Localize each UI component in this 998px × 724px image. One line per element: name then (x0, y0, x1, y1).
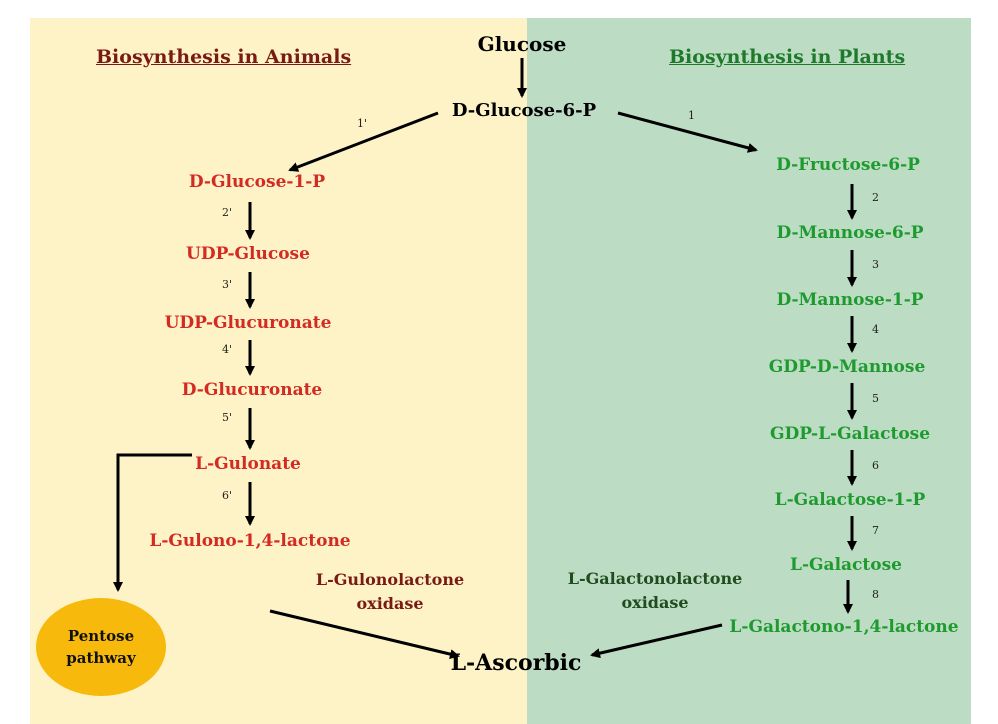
node-l-galactose: L-Galactose (790, 555, 902, 575)
pentose-line2: pathway (66, 649, 136, 667)
node-l-gulono-lactone: L-Gulono-1,4-lactone (149, 531, 351, 551)
node-glucose-6-p: D-Glucose-6-P (451, 100, 597, 121)
arrow-animal-to-ascorbic (269, 609, 460, 660)
node-l-gulonate: L-Gulonate (195, 454, 301, 474)
enzyme-gulonolactone-line1: L-Gulonolactone (315, 570, 465, 589)
enzyme-galactonolactone-line1: L-Galactonolactone (567, 569, 743, 588)
plants-panel (527, 18, 971, 724)
step-label-2-prime: 2' (222, 206, 233, 219)
enzyme-galactonolactone-line2: oxidase (621, 593, 689, 612)
step-label-1-prime: 1' (357, 117, 368, 130)
step-label-5-prime: 5' (222, 411, 233, 424)
node-l-galactono-lactone: L-Galactono-1,4-lactone (729, 617, 959, 637)
enzyme-gulonolactone-line2: oxidase (356, 594, 424, 613)
node-d-mannose-6-p: D-Mannose-6-P (776, 223, 924, 243)
node-glucose: Glucose (477, 32, 567, 56)
node-d-glucose-1-p: D-Glucose-1-P (188, 172, 326, 192)
pentose-line1: Pentose (67, 627, 135, 645)
node-d-fructose-6-p: D-Fructose-6-P (776, 155, 920, 175)
step-label-8: 8 (872, 588, 879, 601)
step-label-1: 1 (688, 109, 695, 122)
arrow-g6p-to-g1p (288, 111, 439, 172)
node-gdp-d-mannose: GDP-D-Mannose (768, 357, 926, 377)
heading-animals: Biosynthesis in Animals (96, 46, 352, 68)
step-label-6-prime: 6' (222, 489, 233, 502)
arrow-g6p-to-f6p (617, 111, 758, 153)
enzyme-gulonolactone-oxidase: L-Gulonolactone oxidase (316, 568, 464, 616)
arrow-plant-to-ascorbic (590, 623, 723, 659)
step-label-5: 5 (872, 392, 879, 405)
step-label-6: 6 (872, 459, 879, 472)
step-label-2: 2 (872, 191, 879, 204)
node-l-ascorbic: L-Ascorbic (450, 650, 582, 676)
node-l-galactose-1-p: L-Galactose-1-P (774, 490, 926, 510)
node-udp-glucuronate: UDP-Glucuronate (164, 313, 332, 333)
node-d-mannose-1-p: D-Mannose-1-P (776, 290, 924, 310)
step-label-4-prime: 4' (222, 343, 233, 356)
node-gdp-l-galactose: GDP-L-Galactose (769, 424, 931, 444)
enzyme-galactonolactone-oxidase: L-Galactonolactone oxidase (568, 567, 743, 615)
node-udp-glucose: UDP-Glucose (186, 244, 310, 264)
step-label-3-prime: 3' (222, 278, 233, 291)
step-label-4: 4 (872, 323, 879, 336)
step-label-7: 7 (872, 524, 879, 537)
pentose-pathway-node: Pentose pathway (36, 598, 166, 696)
heading-plants: Biosynthesis in Plants (669, 46, 906, 68)
node-d-glucuronate: D-Glucuronate (181, 380, 323, 400)
step-label-3: 3 (872, 258, 879, 271)
arrow-gulonate-to-pentose (113, 453, 192, 592)
